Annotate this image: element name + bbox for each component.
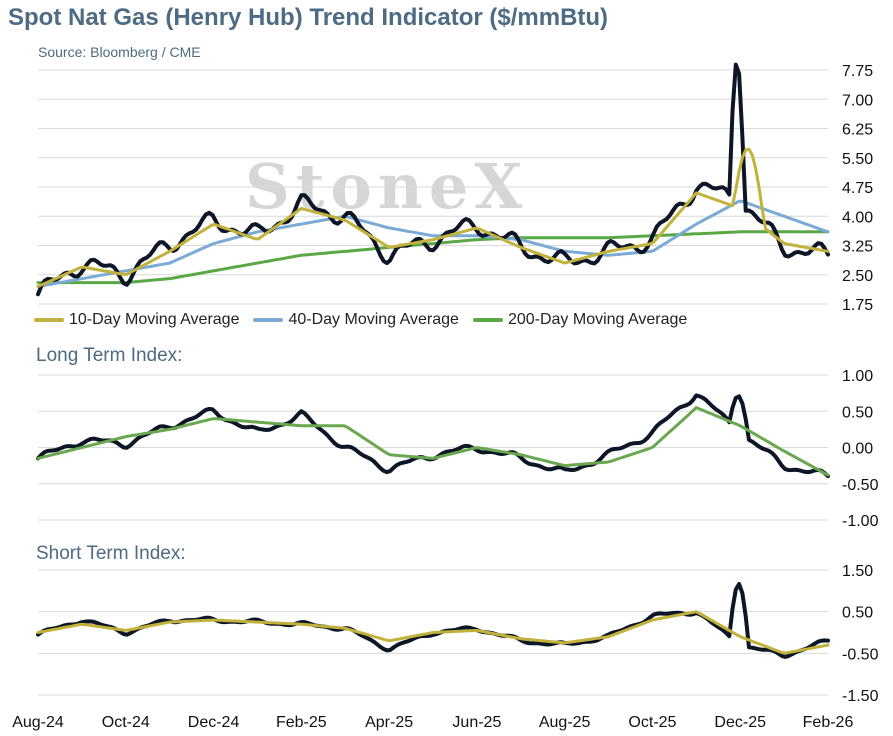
series-line-1 [36,610,830,655]
x-tick-label: Feb-25 [276,714,327,731]
panel-1: 1.00 0.50 0.00 -0.50 -1.00 [36,368,879,530]
legend-swatch-ma200 [472,318,503,322]
x-tick-label: Dec-24 [188,714,240,731]
y-tick-label: 7.00 [842,92,873,109]
y-tick-label: 1.00 [842,368,873,385]
legend-swatch-ma10 [34,318,64,322]
y-tick-label: -0.50 [842,646,879,663]
legend-item-ma40: 40-Day Moving Average [253,311,459,329]
y-tick-label: 6.25 [842,122,873,139]
x-tick-label: Aug-25 [539,714,591,731]
y-tick-label: 5.50 [842,151,873,168]
legend-swatch-ma40 [253,318,284,322]
series-line-1 [36,147,830,288]
legend-label-ma40: 40-Day Moving Average [288,311,459,328]
legend-item-ma10: 10-Day Moving Average [34,311,239,329]
legend-label-ma10: 10-Day Moving Average [69,311,240,328]
panel-2: 1.50 0.50 -0.50 -1.50 [36,563,879,705]
y-tick-label: 4.00 [842,209,873,226]
x-tick-label: Dec-25 [714,714,766,731]
y-tick-label: -1.00 [842,513,879,530]
x-tick-label: Jun-25 [452,714,501,731]
y-tick-label: 4.75 [842,180,873,197]
x-tick-label: Feb-26 [803,714,854,731]
legend: 10-Day Moving Average 40-Day Moving Aver… [34,311,687,329]
y-tick-label: 3.25 [842,239,873,256]
chart-title: Spot Nat Gas (Henry Hub) Trend Indicator… [8,4,609,31]
y-tick-label: 0.50 [842,605,873,622]
legend-item-ma200: 200-Day Moving Average [472,311,688,329]
y-tick-label: 0.50 [842,404,873,421]
x-tick-label: Aug-24 [12,714,64,731]
chart-source: Source: Bloomberg / CME [38,44,201,60]
short-term-index-label: Short Term Index: [36,543,186,564]
y-tick-label: 1.75 [842,297,873,314]
y-tick-label: 7.75 [842,63,873,80]
y-tick-label: 1.50 [842,563,873,580]
y-tick-label: -1.50 [842,688,879,705]
y-tick-label: 0.00 [842,441,873,458]
series-line-0 [36,393,830,479]
legend-label-ma200: 200-Day Moving Average [507,311,688,328]
x-tick-label: Apr-25 [365,714,413,731]
series-line-0 [36,62,830,297]
long-term-index-label: Long Term Index: [36,345,183,366]
y-tick-label: 2.50 [842,268,873,285]
series-line-1 [36,406,830,477]
series-line-2 [36,199,830,288]
panel-0: 7.75 7.00 6.25 5.50 4.75 4.00 3.25 2.50 1.75 [36,62,873,314]
series-line-3 [36,230,830,285]
x-tick-label: Oct-25 [628,714,676,731]
y-tick-label: -0.50 [842,477,879,494]
x-tick-label: Oct-24 [102,714,150,731]
